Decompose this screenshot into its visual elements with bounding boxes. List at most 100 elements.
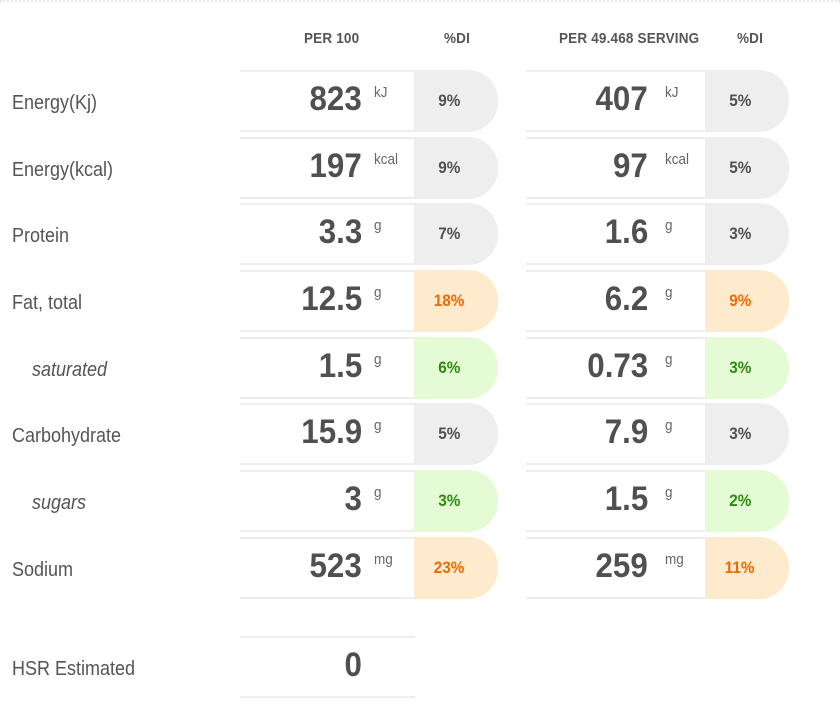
per100-value: 15.9: [301, 413, 362, 451]
serving-di-badge: 2%: [705, 470, 789, 532]
per100-unit: g: [374, 417, 382, 434]
serving-di-text: 2%: [728, 491, 752, 510]
per100-value: 197: [309, 147, 362, 185]
per100-di-badge: 5%: [414, 403, 498, 465]
nutrient-row: saturated 1.5 g 6% 0.73 g 3%: [0, 337, 840, 401]
serving-unit: g: [665, 217, 673, 234]
nutrient-label: Fat, total: [12, 292, 83, 314]
serving-di-text: 5%: [728, 91, 752, 110]
per100-di-text: 3%: [437, 491, 461, 510]
per100-di-text: 9%: [437, 158, 461, 177]
nutrient-row: Carbohydrate 15.9 g 5% 7.9 g 3%: [0, 403, 840, 467]
per100-cell: 1.5 g: [240, 337, 415, 399]
per100-di-badge: 7%: [414, 203, 498, 265]
per100-di-badge: 9%: [414, 137, 498, 199]
serving-di-badge: 11%: [705, 537, 789, 599]
nutrient-row: Fat, total 12.5 g 18% 6.2 g 9%: [0, 270, 840, 334]
per100-cell: 3 g: [240, 470, 415, 532]
serving-unit: g: [665, 417, 673, 434]
per100-cell: 12.5 g: [240, 270, 415, 332]
serving-unit: g: [665, 284, 673, 301]
per100-di-badge: 9%: [414, 70, 498, 132]
serving-di-badge: 5%: [705, 137, 789, 199]
per100-unit: g: [374, 284, 382, 301]
nutrient-label: sugars: [32, 492, 87, 514]
per100-value: 1.5: [318, 347, 362, 385]
serving-unit: kcal: [665, 151, 690, 168]
hsr-label: HSR Estimated: [12, 658, 136, 680]
per100-di-badge: 23%: [414, 537, 498, 599]
per100-di-text: 23%: [433, 558, 465, 577]
per100-di-badge: 6%: [414, 337, 498, 399]
nutrient-label: Protein: [12, 225, 70, 247]
per100-value: 823: [309, 80, 362, 118]
per100-unit: kJ: [374, 84, 388, 101]
hsr-value: 0: [344, 646, 362, 684]
per100-cell: 823 kJ: [240, 70, 415, 132]
serving-unit: mg: [665, 551, 684, 568]
serving-di-badge: 5%: [705, 70, 789, 132]
per100-di-text: 18%: [433, 291, 465, 310]
serving-value: 6.2: [604, 280, 648, 318]
per100-unit: mg: [374, 551, 393, 568]
serving-di-text: 11%: [725, 558, 755, 577]
serving-value: 1.6: [604, 213, 648, 251]
per100-di-badge: 18%: [414, 270, 498, 332]
per100-di-text: 9%: [437, 91, 461, 110]
serving-cell: 1.5 g: [526, 470, 706, 532]
serving-di-text: 9%: [728, 291, 752, 310]
nutrient-row: Energy(kcal) 197 kcal 9% 97 kcal 5%: [0, 137, 840, 201]
header-di-2: %DI: [737, 30, 764, 47]
serving-value: 407: [595, 80, 648, 118]
per100-unit: g: [374, 217, 382, 234]
per100-cell: 3.3 g: [240, 203, 415, 265]
per100-di-text: 7%: [437, 224, 461, 243]
serving-di-badge: 9%: [705, 270, 789, 332]
serving-di-badge: 3%: [705, 337, 789, 399]
per100-di-badge: 3%: [414, 470, 498, 532]
nutrient-label: Energy(kcal): [12, 159, 114, 181]
per100-value: 523: [309, 547, 362, 585]
nutrient-label: saturated: [32, 359, 108, 381]
per100-cell: 15.9 g: [240, 403, 415, 465]
header-per-serving: PER 49.468 SERVING: [559, 30, 700, 47]
per100-di-text: 6%: [437, 358, 461, 377]
serving-cell: 0.73 g: [526, 337, 706, 399]
nutrient-label: Carbohydrate: [12, 425, 122, 447]
nutrient-row: Energy(Kj) 823 kJ 9% 407 kJ 5%: [0, 70, 840, 134]
serving-value: 0.73: [587, 347, 648, 385]
per100-value: 3.3: [318, 213, 362, 251]
serving-value: 259: [595, 547, 648, 585]
serving-di-badge: 3%: [705, 203, 789, 265]
serving-value: 7.9: [604, 413, 648, 451]
serving-value: 97: [613, 147, 648, 185]
per100-unit: kcal: [374, 151, 399, 168]
per100-di-text: 5%: [437, 424, 461, 443]
hsr-cell: 0: [240, 636, 415, 698]
serving-cell: 407 kJ: [526, 70, 706, 132]
per100-cell: 523 mg: [240, 537, 415, 599]
per100-value: 3: [344, 480, 362, 518]
per100-unit: g: [374, 484, 382, 501]
serving-cell: 7.9 g: [526, 403, 706, 465]
nutrient-label: Sodium: [12, 559, 74, 581]
serving-di-text: 3%: [728, 224, 752, 243]
serving-cell: 1.6 g: [526, 203, 706, 265]
per100-unit: g: [374, 351, 382, 368]
serving-value: 1.5: [604, 480, 648, 518]
serving-unit: g: [665, 484, 673, 501]
top-dotted-divider: [0, 0, 840, 2]
header-per-100: PER 100: [304, 30, 360, 47]
nutrient-label: Energy(Kj): [12, 92, 98, 114]
serving-cell: 6.2 g: [526, 270, 706, 332]
serving-di-text: 3%: [728, 358, 752, 377]
per100-cell: 197 kcal: [240, 137, 415, 199]
nutrient-row: Sodium 523 mg 23% 259 mg 11%: [0, 537, 840, 601]
serving-cell: 259 mg: [526, 537, 706, 599]
serving-di-text: 3%: [728, 424, 752, 443]
nutrient-row: Protein 3.3 g 7% 1.6 g 3%: [0, 203, 840, 267]
serving-unit: kJ: [665, 84, 679, 101]
serving-di-badge: 3%: [705, 403, 789, 465]
per100-value: 12.5: [301, 280, 362, 318]
nutrient-row: sugars 3 g 3% 1.5 g 2%: [0, 470, 840, 534]
